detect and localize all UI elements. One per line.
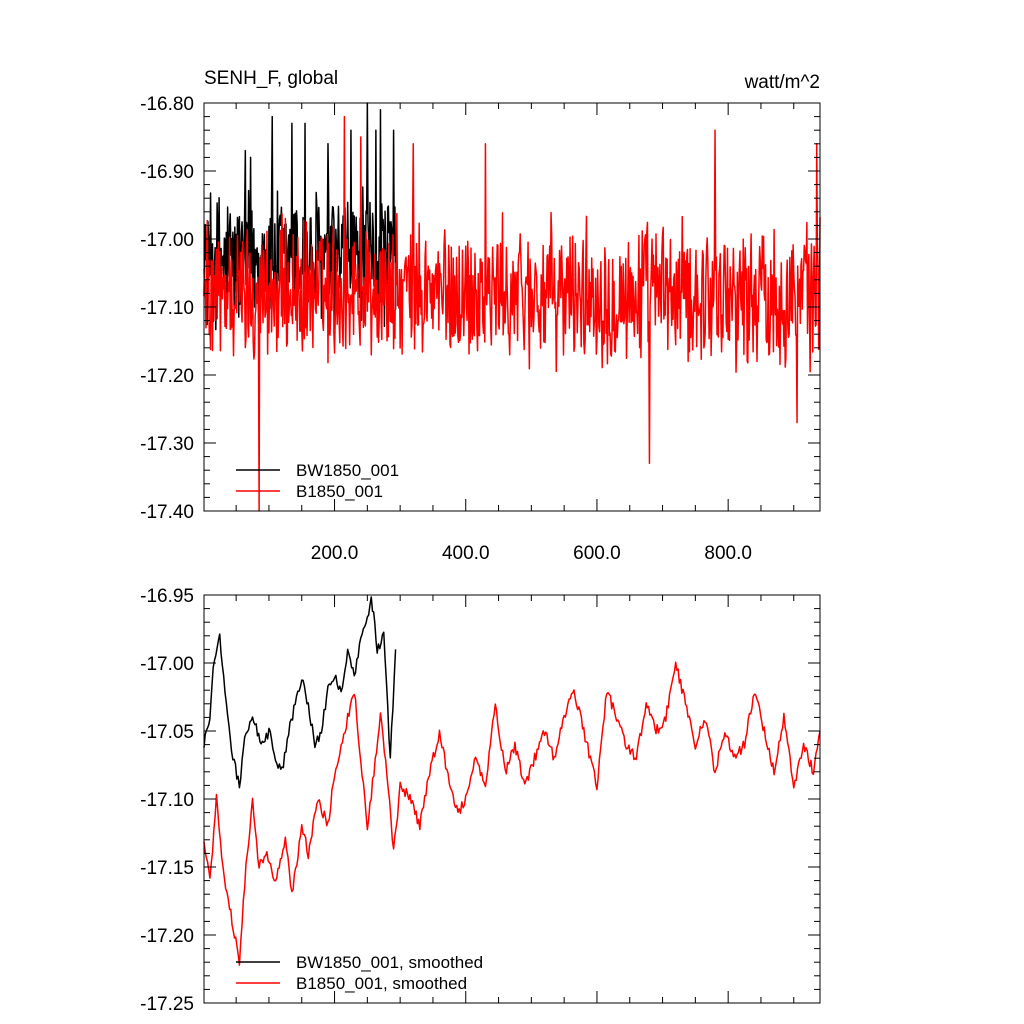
y-tick-label: -17.05: [140, 722, 194, 743]
y-tick-label: -17.20: [140, 366, 194, 387]
series-line-b1850: [203, 661, 821, 966]
legend-label: B1850_001: [296, 482, 383, 501]
y-tick-label: -17.15: [140, 858, 194, 879]
y-tick-label: -17.00: [140, 230, 194, 251]
top-series-group: [203, 102, 821, 512]
top-panel: SENH_F, global watt/m^2 -17.40-17.30-17.…: [140, 68, 821, 564]
y-tick-label: -17.20: [140, 926, 194, 947]
y-tick-label: -17.40: [140, 502, 194, 523]
bottom-series-group: [203, 596, 821, 966]
y-tick-label: -17.00: [140, 654, 194, 675]
bottom-legend: BW1850_001, smoothed B1850_001, smoothed: [236, 953, 483, 993]
x-tick-label: 800.0: [704, 543, 752, 564]
chart-title: SENH_F, global: [204, 68, 338, 89]
legend-label: B1850_001, smoothed: [296, 974, 467, 993]
top-ticks-group: -17.40 -17.30 -17.20 -17.10 -17.00 -16.90 -16.…: [140, 94, 820, 564]
series-line-b1850: [203, 115, 821, 512]
top-legend: BW1850_001 B1850_001: [236, 461, 399, 501]
x-tick-label: 200.0: [311, 543, 359, 564]
y-tick-label: -17.10: [140, 790, 194, 811]
y-tick-label: -17.30: [140, 434, 194, 455]
legend-label: BW1850_001: [296, 461, 399, 480]
bottom-plot-frame: [203, 594, 821, 1004]
top-plot-frame: [203, 102, 821, 512]
series-line-bw1850: [203, 102, 397, 331]
bottom-panel: -17.25 -17.20 -17.15 -17.10 -17.05 -17.00 -16.…: [140, 586, 821, 1015]
y-tick-label: -17.25: [140, 994, 194, 1015]
chart-units: watt/m^2: [744, 72, 820, 93]
series-line-bw1850: [203, 596, 397, 789]
y-tick-label: -16.95: [140, 586, 194, 607]
y-tick-label: -16.80: [140, 94, 194, 115]
x-tick-label: 600.0: [573, 543, 621, 564]
y-tick-label: -17.10: [140, 298, 194, 319]
legend-label: BW1850_001, smoothed: [296, 953, 483, 972]
bottom-ticks-group: -17.25 -17.20 -17.15 -17.10 -17.05 -17.00 -16.…: [140, 586, 820, 1015]
y-tick-label: -16.90: [140, 162, 194, 183]
x-tick-label: 400.0: [442, 543, 490, 564]
